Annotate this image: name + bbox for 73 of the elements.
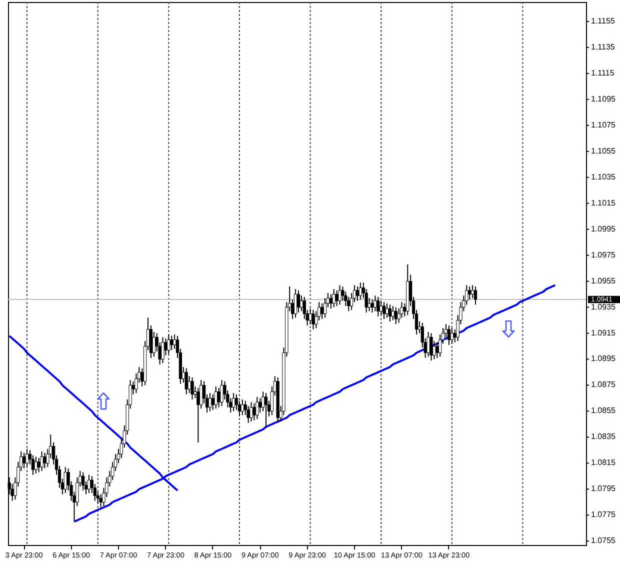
candlestick [385, 302, 389, 318]
candlestick [214, 386, 218, 410]
y-tick-label: 1.0895 [591, 354, 616, 364]
y-tick-label: 1.1135 [591, 42, 616, 52]
y-tick-label: 1.1055 [591, 146, 616, 156]
y-tick-label: 1.1095 [591, 94, 616, 104]
candlestick [332, 288, 336, 308]
candlestick [468, 286, 472, 300]
candlestick [188, 376, 191, 394]
candlestick [432, 340, 436, 360]
candlestick [82, 472, 85, 491]
y-tick-label: 1.0975 [591, 250, 616, 260]
candlestick [250, 402, 253, 422]
candlestick [426, 331, 430, 358]
candlestick [217, 387, 220, 408]
candlestick [190, 376, 194, 400]
y-tick-label: 1.0815 [591, 458, 616, 468]
y-tick-label: 1.0915 [591, 328, 616, 338]
y-tick-label: 1.1035 [591, 172, 616, 182]
y-tick-label: 1.0755 [591, 536, 616, 546]
candlestick [258, 398, 262, 413]
candlestick [356, 286, 360, 302]
candlestick [170, 335, 174, 351]
y-tick-label: 1.1015 [591, 198, 616, 208]
y-tick-label: 1.0935 [591, 302, 616, 312]
y-tick-label: 1.0775 [591, 510, 616, 520]
candlestick [370, 298, 374, 313]
y-tick-label: 1.1075 [591, 120, 616, 130]
candlestick [294, 288, 298, 318]
candlestick [382, 302, 386, 320]
candlestick [450, 328, 454, 344]
candlestick [232, 392, 236, 412]
candlestick [312, 309, 315, 330]
y-tick-label: 1.1155 [591, 16, 616, 26]
candlestick [374, 295, 377, 312]
candlestick [64, 466, 67, 494]
candlestick [296, 290, 300, 313]
candlestick [376, 296, 380, 317]
candlestick [87, 474, 91, 494]
candlestick [40, 450, 44, 472]
candlestick [436, 342, 439, 358]
candlestick [152, 331, 156, 358]
candlestick [430, 332, 433, 362]
candlestick [264, 392, 268, 428]
candlestick [184, 368, 188, 395]
candlestick [172, 334, 176, 350]
y-tick-label: 1.0795 [591, 484, 616, 494]
candlestick [256, 396, 259, 420]
candlestick [220, 380, 224, 406]
y-tick-label: 1.1115 [591, 68, 615, 78]
candlestick [380, 300, 383, 316]
candlestick [167, 334, 170, 355]
y-tick-label: 1.0835 [591, 432, 616, 442]
candlestick [391, 305, 394, 321]
y-tick-label: 1.0955 [591, 276, 616, 286]
candlestick [394, 306, 398, 325]
candlestick [196, 387, 200, 443]
candlestick [43, 452, 46, 469]
y-tick-label: 1.0875 [591, 380, 616, 390]
candlestick [208, 392, 212, 412]
candlestick [338, 284, 342, 306]
candlestick [25, 448, 29, 468]
candlestick [161, 336, 164, 364]
candlestick [474, 286, 478, 306]
candlestick [37, 457, 40, 473]
candlestick [320, 302, 324, 320]
y-tick-label: 1.0995 [591, 224, 616, 234]
y-tick-label: 1.0855 [591, 406, 616, 416]
candlestick [34, 456, 38, 474]
candlestick [470, 284, 474, 299]
candlestick [335, 290, 338, 306]
candlestick [252, 402, 256, 421]
candlestick [22, 452, 26, 469]
